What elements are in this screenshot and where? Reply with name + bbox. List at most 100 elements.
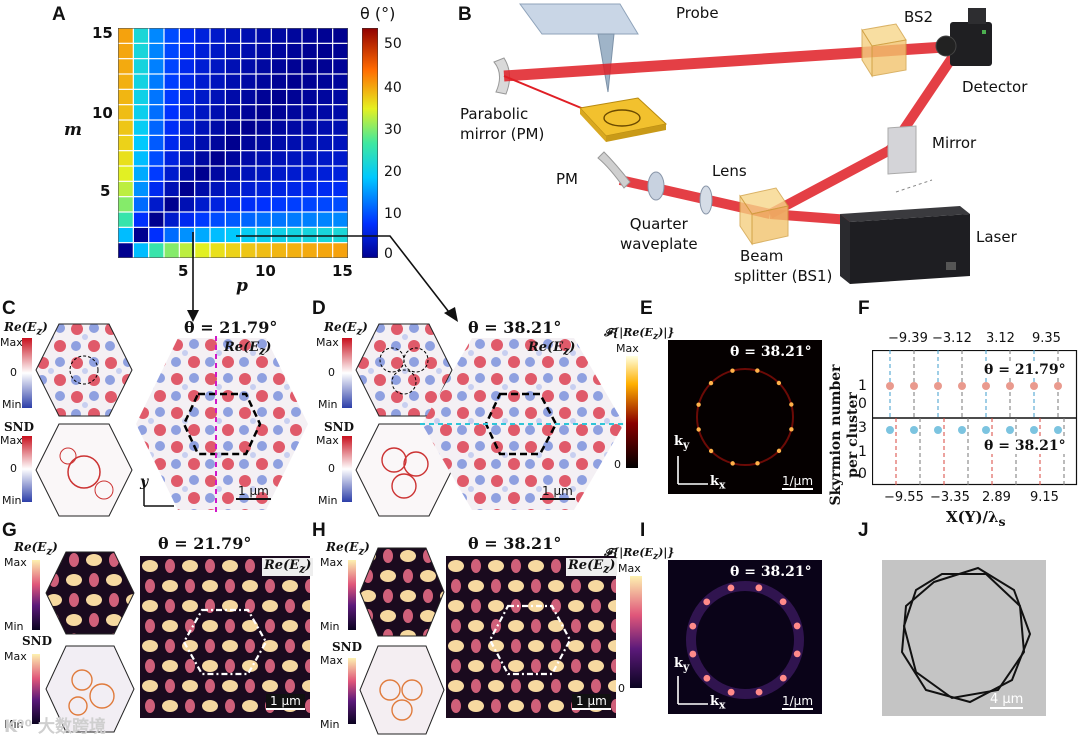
- heatmap-cell: [210, 243, 225, 258]
- k-axes: [677, 676, 708, 705]
- top-tick: −9.39: [888, 331, 928, 346]
- panel-i-scalebar: 1/μm: [782, 694, 814, 710]
- fourier-spot: [776, 380, 782, 386]
- sub: z: [603, 562, 610, 576]
- upper-marker: [982, 382, 990, 390]
- bottom-tick: 9.15: [1030, 490, 1059, 505]
- heatmap-cell: [225, 243, 241, 258]
- panel-a-xtick: 15: [332, 262, 353, 280]
- heatmap-cell: [333, 105, 348, 120]
- heatmap-cell: [149, 43, 164, 59]
- heatmap-cell: [179, 59, 195, 74]
- txt: Re(E: [14, 540, 47, 554]
- heatmap-cell: [149, 181, 164, 197]
- heatmap-cell: [225, 89, 241, 105]
- fourier-spot: [730, 461, 735, 466]
- sub: z: [356, 326, 363, 338]
- txt: Re(E: [224, 340, 260, 355]
- sub: z: [259, 344, 266, 358]
- txt: )|}: [658, 546, 675, 559]
- panel-a-xlabel: p: [236, 276, 248, 296]
- panel-f-plot: [872, 350, 1078, 486]
- sub: s: [998, 514, 1006, 529]
- label-bs1-line1: Beam: [740, 247, 784, 265]
- heatmap-cell: [133, 120, 149, 135]
- panel-g-scale-top: [32, 560, 40, 630]
- heatmap-cell: [333, 227, 348, 243]
- colorbar-tick: 0: [384, 246, 393, 262]
- lower-marker: [910, 426, 918, 434]
- heatmap-cell: [333, 212, 348, 227]
- sub: z: [299, 562, 306, 576]
- top-tick: −3.12: [932, 331, 972, 346]
- heatmap-cell: [302, 89, 317, 105]
- xy-axes: [143, 480, 174, 507]
- lower-marker: [1006, 426, 1014, 434]
- heatmap-cell: [179, 227, 195, 243]
- fourier-spot: [727, 688, 735, 696]
- heatmap-cell: [195, 181, 210, 197]
- label-mirror: Mirror: [932, 134, 977, 152]
- heatmap-cell: [241, 74, 256, 89]
- heatmap-cell: [241, 227, 256, 243]
- txt: k: [674, 434, 684, 449]
- heatmap-cell: [241, 181, 256, 197]
- panel-a-ytick: 10: [92, 104, 113, 122]
- heatmap-cell: [241, 166, 256, 181]
- heatmap-cell: [333, 197, 348, 212]
- panel-f-ylabel: Skyrmion number per cluster: [828, 360, 861, 510]
- heatmap-cell: [179, 74, 195, 89]
- scale-max: Max: [4, 650, 27, 663]
- txt: ): [362, 320, 368, 334]
- ytick: 0: [858, 466, 867, 482]
- ytick: 0: [858, 396, 867, 412]
- heatmap-cell: [118, 243, 133, 258]
- heatmap-cell: [210, 151, 225, 166]
- fourier-spot: [708, 380, 714, 386]
- heatmap-cell: [302, 105, 317, 120]
- fourier-spot: [730, 368, 735, 373]
- heatmap-cell: [179, 181, 195, 197]
- txt: Re(E: [528, 340, 564, 355]
- heatmap-cell: [225, 120, 241, 135]
- txt: ): [609, 558, 616, 573]
- heatmap-cell: [241, 135, 256, 151]
- heatmap-cell: [333, 120, 348, 135]
- heatmap-cell: [287, 166, 302, 181]
- fourier-spot: [689, 650, 697, 658]
- panel-letter-i: I: [640, 520, 646, 541]
- heatmap-cell: [133, 28, 149, 43]
- heatmap-cell: [164, 197, 179, 212]
- heatmap-cell: [210, 135, 225, 151]
- txt: ): [364, 540, 370, 554]
- label-beam-splitter: Beam splitter (BS1): [734, 246, 832, 286]
- k-axes: [677, 456, 708, 485]
- scale-min: Min: [320, 718, 340, 731]
- label-bs2: BS2: [904, 8, 934, 26]
- heatmap-cell: [271, 105, 287, 120]
- heatmap-cell: [118, 227, 133, 243]
- heatmap-cell: [179, 135, 195, 151]
- panel-h-title: θ = 38.21°: [468, 534, 562, 553]
- heatmap-cell: [256, 59, 271, 74]
- heatmap-cell: [149, 89, 164, 105]
- panel-h-field-map: [446, 556, 616, 718]
- label-parabolic-mirror: Parabolic mirror (PM): [460, 104, 544, 144]
- scale-min: Min: [2, 398, 22, 411]
- panel-h-inset-field: [359, 547, 445, 637]
- scale-zero: 0: [10, 366, 17, 379]
- panel-letter-c: C: [2, 298, 16, 319]
- heatmap-cell: [210, 28, 225, 43]
- label-qw-line2: waveplate: [620, 235, 698, 253]
- panel-g-inset-snd: [45, 645, 135, 733]
- panel-i-theta: θ = 38.21°: [730, 564, 812, 580]
- heatmap-cell: [333, 74, 348, 89]
- heatmap-cell: [317, 43, 333, 59]
- label-parabolic-line2: mirror (PM): [460, 125, 545, 143]
- panel-letter-d: D: [312, 298, 326, 319]
- upper-marker: [1006, 382, 1014, 390]
- txt: 𝓕{|Re(E: [604, 326, 653, 339]
- heatmap-cell: [164, 59, 179, 74]
- upper-marker: [958, 382, 966, 390]
- heatmap-cell: [256, 74, 271, 89]
